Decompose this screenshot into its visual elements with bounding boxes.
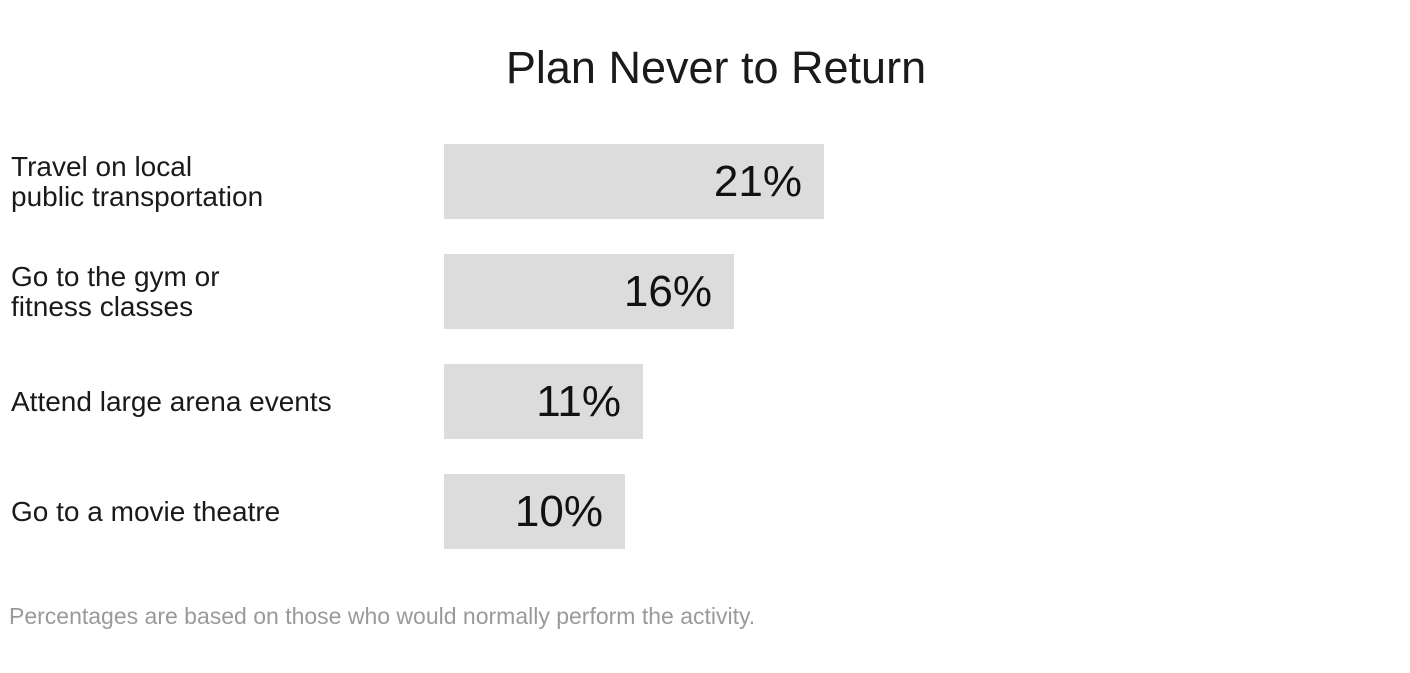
category-label: Attend large arena events: [11, 385, 332, 417]
bar: 10%: [444, 474, 625, 549]
category-label-line: Travel on local: [11, 150, 193, 182]
category-label-line: public transportation: [11, 180, 264, 212]
data-label: 16%: [623, 267, 712, 316]
category-label: Travel on local public transportation: [11, 150, 264, 212]
bar: 16%: [444, 254, 734, 329]
data-label: 10%: [514, 487, 603, 536]
bar: 11%: [444, 364, 643, 439]
data-label: 21%: [713, 157, 802, 206]
category-label: Go to a movie theatre: [11, 495, 281, 527]
data-label: 11%: [536, 377, 621, 426]
bar: 21%: [444, 144, 824, 219]
footnote: Percentages are based on those who would…: [9, 603, 756, 629]
category-label-line: Go to a movie theatre: [11, 495, 281, 527]
category-label-line: Attend large arena events: [11, 385, 332, 417]
category-label: Go to the gym or fitness classes: [11, 260, 220, 322]
category-label-line: Go to the gym or: [11, 260, 220, 292]
chart-title: Plan Never to Return: [505, 42, 927, 93]
category-label-line: fitness classes: [11, 290, 194, 322]
